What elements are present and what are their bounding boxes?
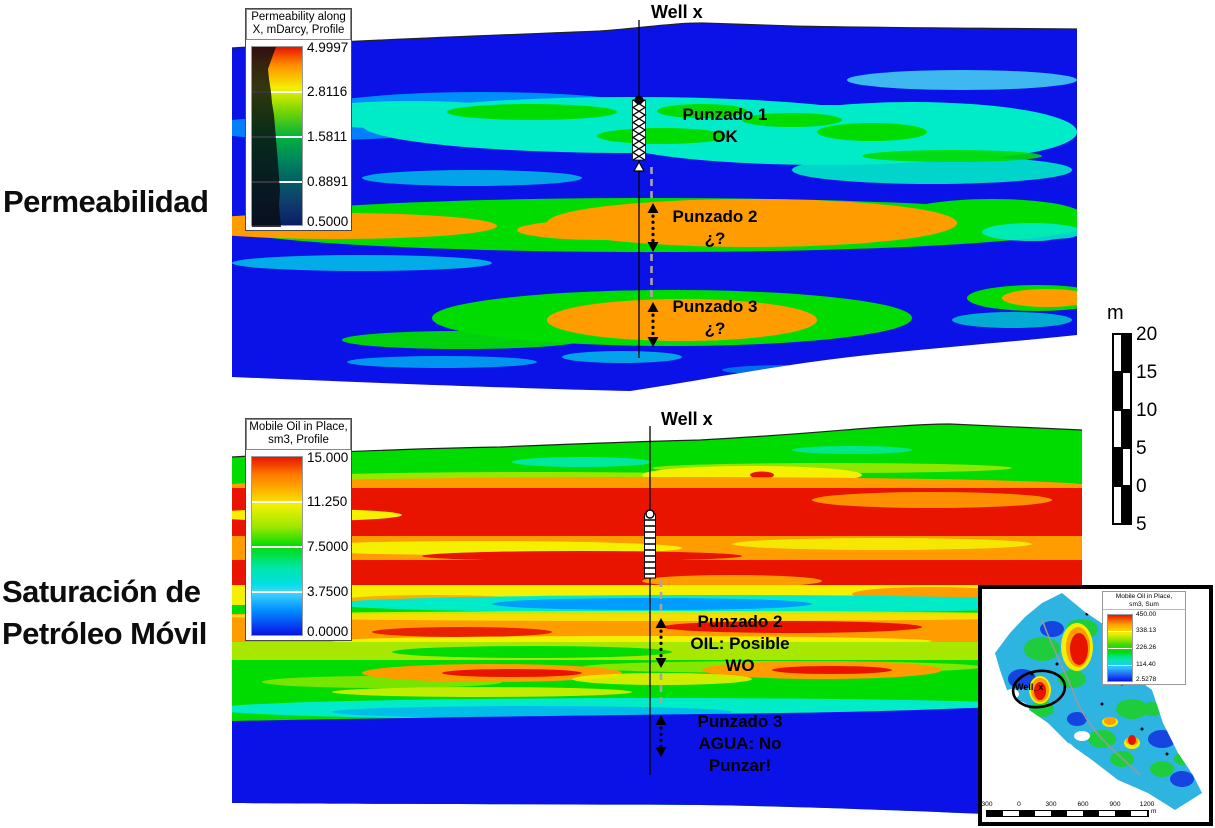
colorbar-tick: 11.250 [307, 494, 348, 509]
annotation-line: Punzado 3 [697, 712, 783, 731]
colorbar-tick: 450.00 [1136, 611, 1157, 618]
colorbar-tick: 1.5811 [307, 129, 348, 144]
depth-tick: 10 [1136, 400, 1158, 421]
legend-title-line: Permeability along [251, 11, 346, 23]
perforation-zigzag [631, 99, 647, 161]
annotation-line: Punzado 2 [672, 207, 758, 226]
permeability-colorbar-legend: Permeability along X, mDarcy, Profile 4.… [245, 8, 352, 231]
depth-scale-unit: m [1107, 302, 1124, 324]
legend-title-line: Mobile Oil in Place, [1115, 593, 1173, 600]
inset-well-label: Well_x [1015, 682, 1044, 692]
punzado3-interval-arrow [655, 715, 667, 757]
well-bottom-marker [632, 160, 646, 172]
inset-field-map: Well_x Mobile Oil in Place, sm3, Sum 450… [978, 585, 1213, 826]
colorbar-histogram [252, 47, 281, 227]
scale-label: 0 [1017, 801, 1021, 808]
colorbar-tick: 114.40 [1136, 661, 1156, 668]
mobile-oil-colorbar [251, 456, 303, 636]
colorbar-tick: 0.8891 [307, 174, 349, 189]
legend-title-line: X, mDarcy, Profile [252, 24, 345, 36]
section-title-permeability: Permeabilidad [3, 184, 209, 219]
scale-label: 300 [981, 801, 993, 808]
scale-label: 300 [1045, 801, 1057, 808]
mobile-oil-heatmap-blobs [232, 424, 1082, 818]
annotation-punzado1: Punzado 1 OK [635, 104, 815, 148]
depth-tick: 20 [1136, 324, 1158, 345]
inset-scale-bar: 300 0 300 600 900 1200 m [981, 801, 1185, 819]
annotation-line: AGUA: No [698, 734, 782, 753]
annotation-punzado2-top: Punzado 2 ¿? [625, 206, 805, 250]
colorbar-tick: 0.0000 [307, 624, 349, 639]
well-top-marker [645, 509, 655, 519]
depth-tick: 0 [1136, 476, 1147, 497]
depth-tick: 5 [1136, 438, 1147, 459]
colorbar-tick: 2.5278 [1136, 676, 1157, 683]
scale-unit: m [1151, 808, 1157, 815]
colorbar-tick: 15.000 [307, 450, 349, 465]
well-track-bottom [644, 426, 667, 775]
legend-title-line: sm3, Profile [268, 434, 329, 446]
scale-bar-strip [986, 810, 1149, 817]
section-top-edge [232, 22, 1077, 49]
scale-label: 900 [1109, 801, 1121, 808]
annotation-punzado3-bottom: Punzado 3 AGUA: No Punzar! [650, 711, 830, 777]
annotation-line: Punzar! [708, 756, 772, 775]
annotation-line: ¿? [704, 319, 726, 338]
legend-title: Permeability along X, mDarcy, Profile [246, 9, 351, 40]
colorbar-tick: 3.7500 [307, 584, 349, 599]
legend-title: Mobile Oil in Place, sm3, Profile [246, 419, 351, 450]
punzado2-interval-arrow [647, 203, 659, 252]
punzado3-interval-arrow [647, 302, 659, 347]
well-label-bottom: Well x [661, 409, 713, 429]
inset-legend-title: Mobile Oil in Place, sm3, Sum [1103, 592, 1185, 610]
colorbar-tick: 338.13 [1136, 627, 1157, 634]
annotation-line: ¿? [704, 229, 726, 248]
inset-colorbar-legend: Mobile Oil in Place, sm3, Sum 450.00 338… [1102, 591, 1186, 685]
annotation-line: Punzado 1 [682, 105, 768, 124]
colorbar-tick: 226.26 [1136, 644, 1157, 651]
legend-title-line: Mobile Oil in Place, [249, 421, 348, 433]
depth-scale-bar [1112, 333, 1132, 525]
perforation-zigzag [631, 99, 647, 161]
depth-tick: 5 [1136, 514, 1147, 535]
well-label-top: Well x [651, 2, 703, 22]
scale-label: 1200 [1139, 801, 1155, 808]
inset-colorbar [1107, 614, 1133, 682]
perforation-ladder [644, 519, 656, 575]
scale-label: 600 [1077, 801, 1089, 808]
well-track-top [631, 20, 659, 358]
colorbar-tick: 7.5000 [307, 539, 349, 554]
permeability-colorbar [251, 46, 303, 227]
annotation-line: Punzado 3 [672, 297, 758, 316]
well-location-circle [1011, 669, 1067, 709]
annotation-line: OIL: Posible [690, 634, 790, 653]
colorbar-tick: 2.8116 [307, 84, 348, 99]
annotation-line: Punzado 2 [697, 612, 783, 631]
section-top-edge [232, 423, 1082, 458]
mobile-oil-colorbar-legend: Mobile Oil in Place, sm3, Profile 15.000… [245, 418, 352, 641]
colorbar-tick: 4.9997 [307, 40, 349, 55]
annotation-punzado2-bottom: Punzado 2 OIL: Posible WO [650, 611, 830, 677]
well-top-marker [634, 95, 644, 105]
section-title-saturation-line1: Saturación de [2, 574, 201, 609]
legend-title-line: sm3, Sum [1129, 600, 1159, 608]
annotation-line: OK [712, 127, 738, 146]
colorbar-tick: 0.5000 [307, 214, 349, 229]
section-title-saturation-line2: Petróleo Móvil [2, 616, 207, 651]
depth-tick: 15 [1136, 362, 1158, 383]
punzado2-interval-arrow [655, 618, 667, 668]
mobile-oil-cross-section [232, 423, 1082, 818]
annotation-line: WO [725, 656, 755, 675]
fault-line [1041, 618, 1141, 776]
annotation-punzado3-top: Punzado 3 ¿? [625, 296, 805, 340]
